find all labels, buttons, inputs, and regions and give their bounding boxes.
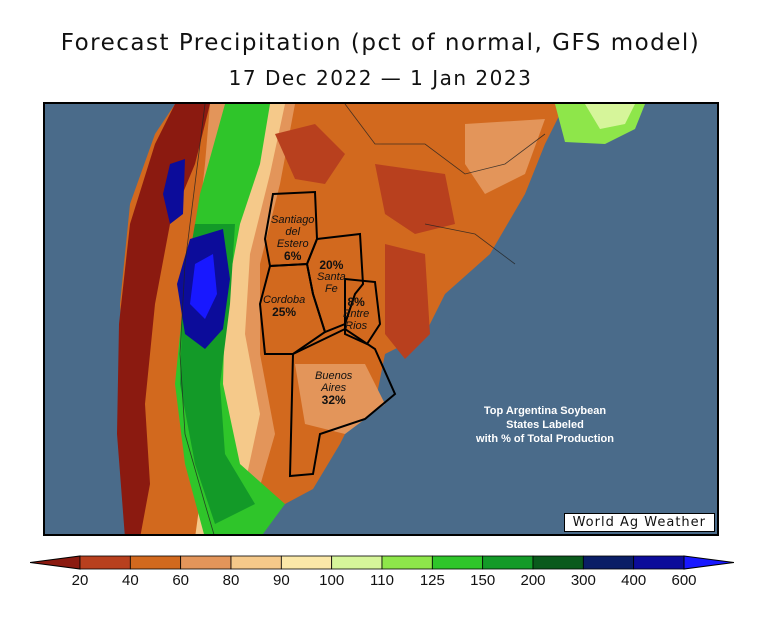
region-label-buenos-aires: Buenos Aires 32%	[315, 370, 353, 407]
region-label-santiago: Santiago del Estero 6%	[271, 214, 315, 263]
map-canvas	[45, 104, 717, 534]
note-line: States Labeled	[506, 419, 584, 431]
credit-label: World Ag Weather	[563, 513, 715, 532]
map-subtitle: 17 Dec 2022 — 1 Jan 2023	[228, 66, 533, 90]
region-label-entre-rios: 8% Entre Rios	[343, 295, 370, 332]
legend-swatch	[230, 555, 282, 570]
legend-tick-label: 60	[172, 572, 189, 589]
legend-swatch	[180, 555, 232, 570]
color-legend: 20 40 60 80 90 100 110 125 150 200 300 400 600	[29, 554, 735, 614]
legend-swatch	[280, 555, 333, 570]
buenos-aires-outline	[288, 327, 397, 478]
legend-swatch	[129, 555, 182, 570]
note-line: with % of Total Production	[476, 433, 614, 445]
legend-arrow-high	[683, 555, 735, 570]
legend-tick-label: 150	[470, 572, 496, 589]
legend-tick-label: 40	[121, 572, 139, 589]
legend-tick-label: 125	[419, 572, 445, 589]
note-line: Top Argentina Soybean	[483, 405, 607, 417]
region-label-cordoba: Cordoba 25%	[263, 294, 306, 319]
legend-swatch	[582, 555, 635, 570]
legend-swatch	[532, 555, 584, 570]
legend-swatch	[331, 555, 383, 570]
region-label-santa-fe: 20% Santa Fe	[317, 258, 346, 295]
map-note: Top Argentina Soybean States Labeled wit…	[445, 404, 645, 446]
legend-tick-label: 300	[570, 572, 596, 589]
legend-tick-label: 20	[71, 572, 89, 589]
legend-arrow-low	[29, 555, 81, 570]
legend-tick-label: 80	[222, 572, 240, 589]
legend-swatch	[79, 555, 131, 570]
legend-tick-label: 110	[370, 572, 394, 589]
legend-swatch	[482, 555, 534, 570]
map-title: Forecast Precipitation (pct of normal, G…	[60, 30, 701, 56]
legend-tick-label: 600	[671, 572, 697, 589]
precipitation-map: Santiago del Estero 6% 20% Santa Fe Cord…	[43, 102, 719, 536]
legend-bar	[29, 555, 735, 570]
entre-rios-outline	[344, 277, 382, 346]
legend-tick-label: 200	[520, 572, 546, 589]
legend-swatch	[633, 555, 685, 570]
legend-tick-label: 90	[272, 572, 290, 589]
cordoba-outline	[258, 262, 327, 355]
legend-tick-label: 100	[319, 572, 345, 589]
legend-swatch	[431, 555, 484, 570]
legend-swatch	[381, 555, 433, 570]
legend-tick-label: 400	[621, 572, 647, 589]
